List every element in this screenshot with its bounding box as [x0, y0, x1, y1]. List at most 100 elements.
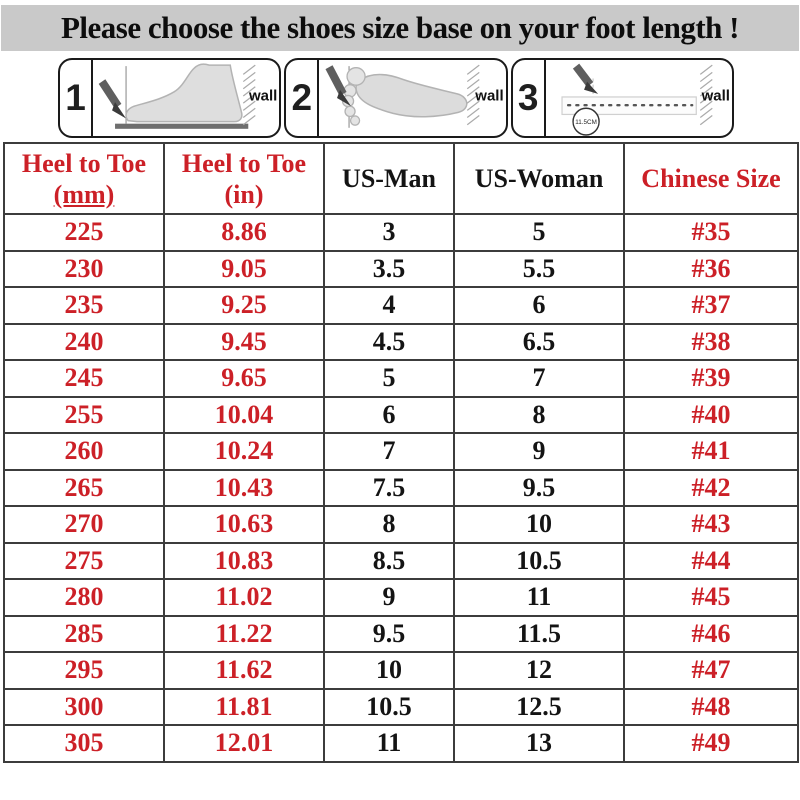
table-cell: 7.5: [323, 468, 455, 507]
table-cell: 6.5: [453, 322, 625, 361]
table-cell: 305: [3, 724, 165, 763]
col-header-heel-toe-mm: Heel to Toe (mm): [3, 142, 165, 215]
wall-label: wall: [475, 87, 504, 105]
step-number: 2: [286, 60, 320, 136]
table-cell: 8: [453, 395, 625, 434]
foot-top-view-icon: wall: [319, 60, 505, 136]
table-cell: 9.05: [163, 249, 325, 288]
table-row: 280 11.02 9 11 #45: [3, 578, 799, 617]
table-row: 270 10.63 8 10 #43: [3, 505, 799, 544]
table-cell: #40: [623, 395, 799, 434]
instruction-panel-1: 1 wall: [58, 58, 282, 138]
table-cell: #47: [623, 651, 799, 690]
table-cell: 230: [3, 249, 165, 288]
measure-instruction-panels: 1 wall 2: [58, 58, 734, 138]
table-cell: 240: [3, 322, 165, 361]
table-cell: #43: [623, 505, 799, 544]
table-cell: 12.5: [453, 687, 625, 726]
table-cell: #48: [623, 687, 799, 726]
table-cell: #37: [623, 286, 799, 325]
table-cell: 9.5: [323, 614, 455, 653]
table-row: 275 10.83 8.5 10.5 #44: [3, 541, 799, 580]
table-cell: 5.5: [453, 249, 625, 288]
table-cell: 270: [3, 505, 165, 544]
col-header-us-woman: US-Woman: [453, 142, 625, 215]
step-number: 1: [60, 60, 93, 136]
table-cell: 11.02: [163, 578, 325, 617]
table-cell: 260: [3, 432, 165, 471]
table-cell: #35: [623, 213, 799, 252]
measure-circle-label: 11.5CM: [575, 119, 597, 126]
table-cell: 11.5: [453, 614, 625, 653]
page-title: Please choose the shoes size base on you…: [61, 10, 740, 45]
col-header-chinese-size: Chinese Size: [623, 142, 799, 215]
table-cell: 9.45: [163, 322, 325, 361]
table-cell: 7: [453, 359, 625, 398]
table-row: 230 9.05 3.5 5.5 #36: [3, 249, 799, 288]
table-cell: #45: [623, 578, 799, 617]
table-cell: 5: [323, 359, 455, 398]
table-row: 305 12.01 11 13 #49: [3, 724, 799, 763]
table-cell: 6: [323, 395, 455, 434]
table-cell: #36: [623, 249, 799, 288]
table-cell: 8.86: [163, 213, 325, 252]
table-cell: 8.5: [323, 541, 455, 580]
table-cell: 245: [3, 359, 165, 398]
table-cell: 10.04: [163, 395, 325, 434]
table-cell: 225: [3, 213, 165, 252]
table-cell: 8: [323, 505, 455, 544]
table-cell: 11: [453, 578, 625, 617]
col-header-us-man: US-Man: [323, 142, 455, 215]
table-cell: #39: [623, 359, 799, 398]
table-cell: 280: [3, 578, 165, 617]
table-cell: 4: [323, 286, 455, 325]
table-cell: #49: [623, 724, 799, 763]
table-row: 245 9.65 5 7 #39: [3, 359, 799, 398]
table-cell: 255: [3, 395, 165, 434]
table-cell: 285: [3, 614, 165, 653]
step-number: 3: [513, 60, 546, 136]
ruler-measure-icon: 11.5CM wall: [546, 60, 732, 136]
table-cell: 9.5: [453, 468, 625, 507]
table-cell: #44: [623, 541, 799, 580]
table-cell: 11.22: [163, 614, 325, 653]
table-cell: 5: [453, 213, 625, 252]
table-cell: 7: [323, 432, 455, 471]
table-cell: #42: [623, 468, 799, 507]
table-cell: 6: [453, 286, 625, 325]
table-cell: 10.24: [163, 432, 325, 471]
table-cell: 12: [453, 651, 625, 690]
table-cell: 9: [453, 432, 625, 471]
foot-side-view-icon: wall: [93, 60, 279, 136]
size-conversion-table: Heel to Toe (mm) Heel to Toe (in) US-Man…: [3, 142, 799, 763]
table-cell: 13: [453, 724, 625, 763]
table-cell: 10.63: [163, 505, 325, 544]
table-cell: #41: [623, 432, 799, 471]
table-cell: 10.5: [323, 687, 455, 726]
table-row: 295 11.62 10 12 #47: [3, 651, 799, 690]
table-cell: 3: [323, 213, 455, 252]
table-cell: 300: [3, 687, 165, 726]
size-table-body: 225 8.86 3 5 #35 230 9.05 3.5 5.5 #36 235 9.25 4 6 #37…: [3, 213, 799, 763]
table-cell: 265: [3, 468, 165, 507]
table-row: 260 10.24 7 9 #41: [3, 432, 799, 471]
table-cell: 9.65: [163, 359, 325, 398]
table-row: 255 10.04 6 8 #40: [3, 395, 799, 434]
table-cell: #38: [623, 322, 799, 361]
table-cell: 10: [323, 651, 455, 690]
table-cell: 10.43: [163, 468, 325, 507]
table-cell: 11: [323, 724, 455, 763]
table-cell: 275: [3, 541, 165, 580]
table-cell: 9: [323, 578, 455, 617]
title-banner: Please choose the shoes size base on you…: [1, 5, 799, 51]
table-cell: 10.5: [453, 541, 625, 580]
wall-label: wall: [248, 87, 278, 105]
table-cell: 295: [3, 651, 165, 690]
instruction-panel-2: 2 wall: [284, 58, 508, 138]
table-row: 285 11.22 9.5 11.5 #46: [3, 614, 799, 653]
col-header-heel-toe-in: Heel to Toe (in): [163, 142, 325, 215]
table-cell: 11.81: [163, 687, 325, 726]
table-cell: 4.5: [323, 322, 455, 361]
table-cell: 11.62: [163, 651, 325, 690]
table-row: 240 9.45 4.5 6.5 #38: [3, 322, 799, 361]
